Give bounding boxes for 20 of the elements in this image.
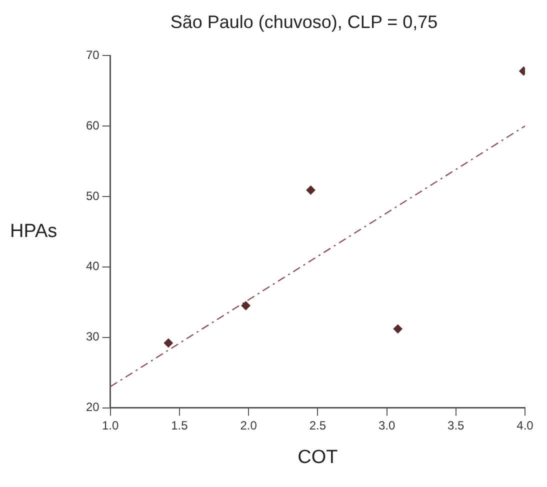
x-tick-label: 2.0 bbox=[240, 418, 258, 432]
y-tick-label: 60 bbox=[86, 118, 100, 132]
x-tick-label: 4.0 bbox=[516, 418, 534, 432]
chart-title: São Paulo (chuvoso), CLP = 0,75 bbox=[170, 12, 438, 32]
y-tick-label: 50 bbox=[86, 188, 100, 203]
point bbox=[306, 186, 316, 195]
point bbox=[241, 301, 250, 310]
point bbox=[393, 324, 402, 334]
point bbox=[164, 338, 173, 348]
y-axis-title: HPAs bbox=[10, 220, 58, 242]
x-tick-label: 3.5 bbox=[448, 418, 465, 432]
y-tick-label: 30 bbox=[86, 330, 100, 344]
x-axis-title: COT bbox=[298, 446, 338, 468]
x-tick-label: 1.5 bbox=[171, 418, 188, 432]
y-tick-label: 20 bbox=[86, 400, 100, 414]
x-tick-label: 3.0 bbox=[378, 418, 396, 432]
y-tick-label: 70 bbox=[86, 48, 100, 62]
x-tick-label: 1.0 bbox=[102, 418, 120, 432]
y-tick-label: 40 bbox=[86, 259, 100, 274]
x-tick-label: 2.5 bbox=[309, 418, 326, 432]
